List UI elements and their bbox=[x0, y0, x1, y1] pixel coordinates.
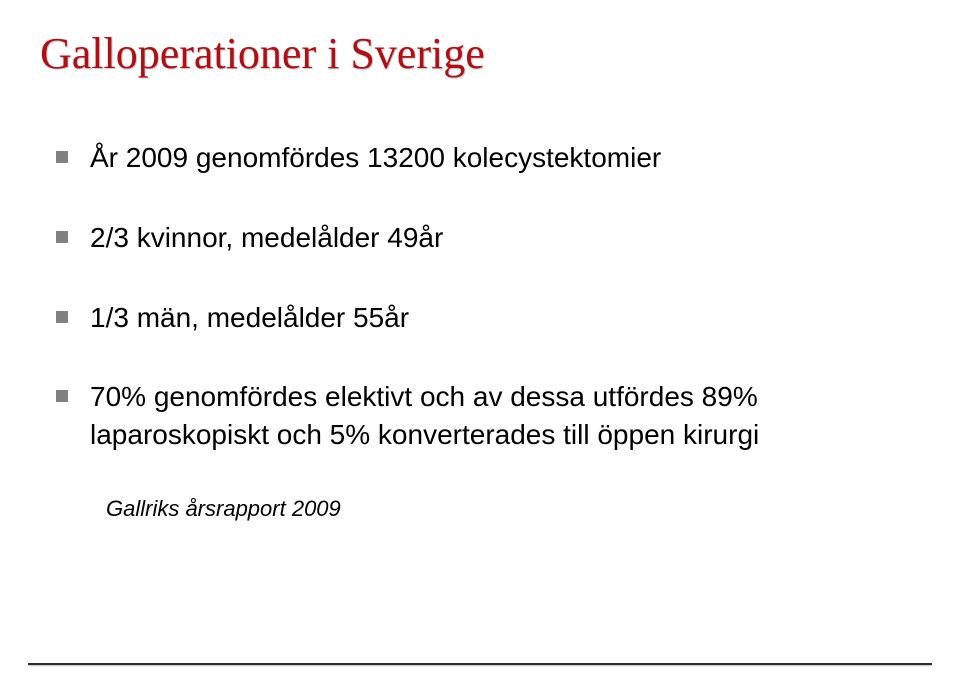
list-item: 2/3 kvinnor, medelålder 49år bbox=[56, 219, 920, 257]
slide: Galloperationer i Sverige År 2009 genomf… bbox=[0, 0, 960, 691]
list-item: År 2009 genomfördes 13200 kolecystektomi… bbox=[56, 139, 920, 177]
bullet-text: 2/3 kvinnor, medelålder 49år bbox=[90, 219, 443, 257]
bullet-text: År 2009 genomfördes 13200 kolecystektomi… bbox=[90, 139, 661, 177]
bullet-icon bbox=[56, 231, 68, 243]
slide-title: Galloperationer i Sverige bbox=[40, 28, 920, 79]
bottom-rule bbox=[28, 663, 932, 665]
bullet-icon bbox=[56, 311, 68, 323]
bullet-icon bbox=[56, 390, 68, 402]
list-item: 1/3 män, medelålder 55år bbox=[56, 299, 920, 337]
list-item: 70% genomfördes elektivt och av dessa ut… bbox=[56, 378, 920, 454]
bullet-list: År 2009 genomfördes 13200 kolecystektomi… bbox=[56, 139, 920, 454]
footnote: Gallriks årsrapport 2009 bbox=[56, 496, 920, 522]
bullet-text: 1/3 män, medelålder 55år bbox=[90, 299, 409, 337]
content-area: År 2009 genomfördes 13200 kolecystektomi… bbox=[40, 139, 920, 522]
bullet-icon bbox=[56, 151, 68, 163]
bullet-text: 70% genomfördes elektivt och av dessa ut… bbox=[90, 378, 920, 454]
